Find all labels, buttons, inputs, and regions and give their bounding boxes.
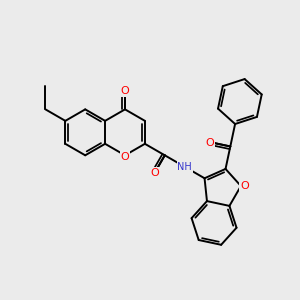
Text: O: O <box>121 152 129 162</box>
Text: O: O <box>150 168 159 178</box>
Text: O: O <box>205 138 214 148</box>
Text: O: O <box>240 181 249 191</box>
Text: NH: NH <box>177 162 192 172</box>
Text: O: O <box>121 86 129 96</box>
